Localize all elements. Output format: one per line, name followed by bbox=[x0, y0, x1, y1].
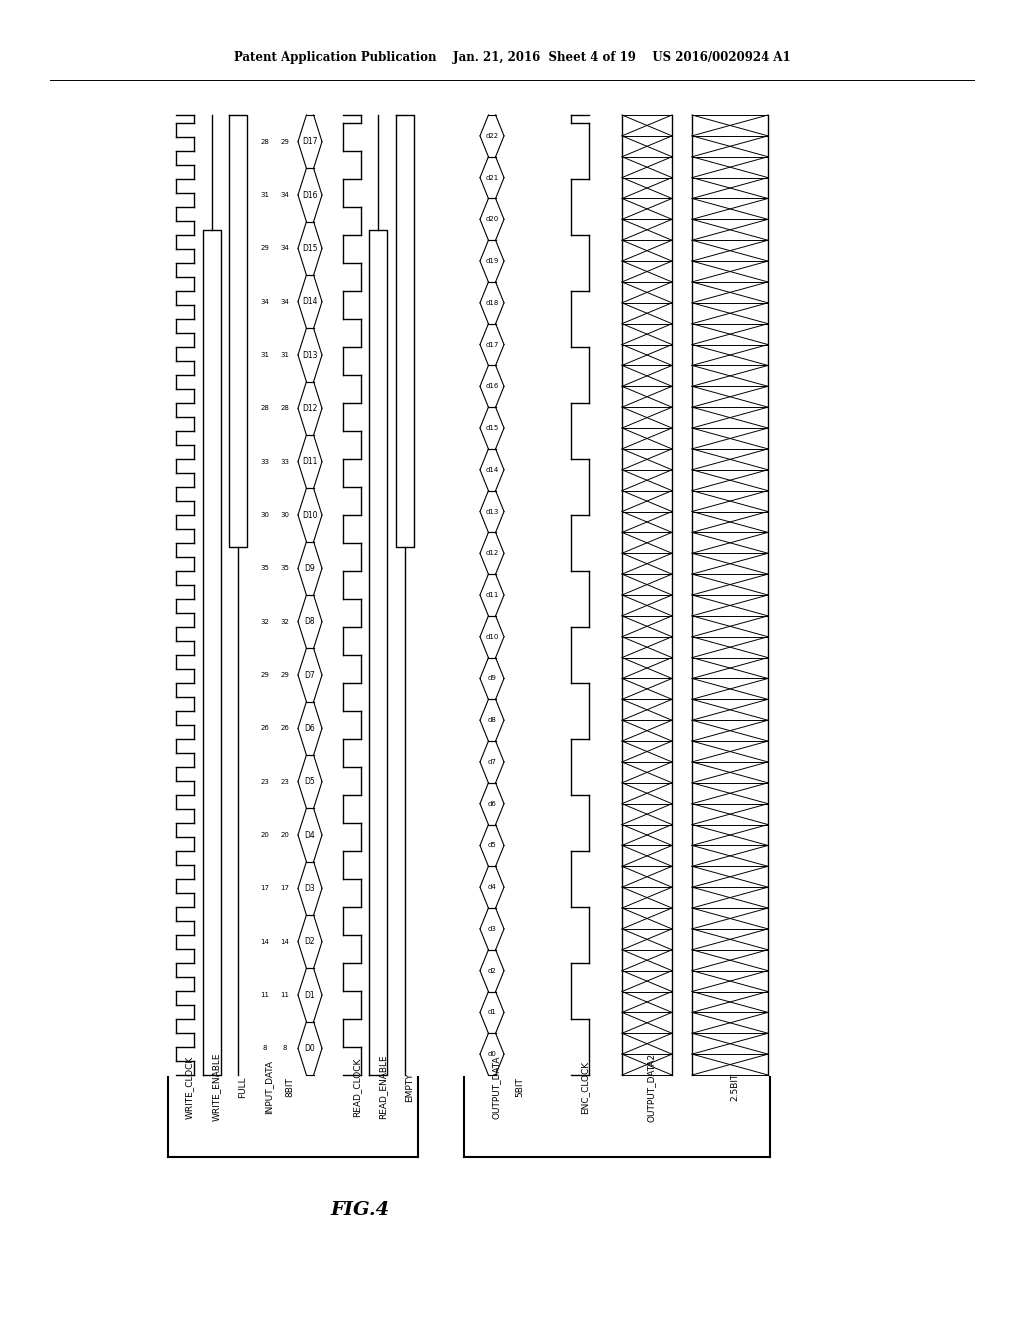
Text: 2.5BIT: 2.5BIT bbox=[730, 1073, 739, 1101]
Text: 11: 11 bbox=[281, 993, 290, 998]
Text: READ_CLOCK: READ_CLOCK bbox=[352, 1057, 361, 1117]
Text: INPUT_DATA: INPUT_DATA bbox=[264, 1060, 273, 1114]
Text: D13: D13 bbox=[302, 351, 317, 359]
Text: d19: d19 bbox=[485, 259, 499, 264]
Text: READ_ENABLE: READ_ENABLE bbox=[378, 1055, 387, 1119]
Text: d15: d15 bbox=[485, 425, 499, 432]
Text: d5: d5 bbox=[487, 842, 497, 849]
Text: 14: 14 bbox=[260, 939, 269, 945]
Text: D10: D10 bbox=[302, 511, 317, 520]
Text: d21: d21 bbox=[485, 174, 499, 181]
Text: 32: 32 bbox=[260, 619, 269, 624]
Text: D14: D14 bbox=[302, 297, 317, 306]
Text: d20: d20 bbox=[485, 216, 499, 222]
Text: d10: d10 bbox=[485, 634, 499, 640]
Text: 8: 8 bbox=[263, 1045, 267, 1051]
Text: 33: 33 bbox=[260, 458, 269, 465]
Text: FULL: FULL bbox=[238, 1076, 247, 1098]
Text: d14: d14 bbox=[485, 467, 499, 473]
Text: D15: D15 bbox=[302, 244, 317, 253]
Text: d2: d2 bbox=[487, 968, 497, 974]
Text: D12: D12 bbox=[302, 404, 317, 413]
Text: 8BIT: 8BIT bbox=[285, 1077, 294, 1097]
Text: 20: 20 bbox=[281, 832, 290, 838]
Text: D1: D1 bbox=[305, 990, 315, 999]
Text: D2: D2 bbox=[305, 937, 315, 946]
Text: 8: 8 bbox=[283, 1045, 288, 1051]
Text: 31: 31 bbox=[281, 352, 290, 358]
Text: d7: d7 bbox=[487, 759, 497, 766]
Text: 26: 26 bbox=[281, 725, 290, 731]
Text: D4: D4 bbox=[304, 830, 315, 840]
Text: 32: 32 bbox=[281, 619, 290, 624]
Text: 35: 35 bbox=[260, 565, 269, 572]
Text: d0: d0 bbox=[487, 1051, 497, 1057]
Text: d11: d11 bbox=[485, 591, 499, 598]
Text: 31: 31 bbox=[260, 352, 269, 358]
Text: d1: d1 bbox=[487, 1010, 497, 1015]
Text: 11: 11 bbox=[260, 993, 269, 998]
Text: 35: 35 bbox=[281, 565, 290, 572]
Text: D9: D9 bbox=[304, 564, 315, 573]
Text: D6: D6 bbox=[304, 723, 315, 733]
Text: 34: 34 bbox=[281, 191, 290, 198]
Text: D16: D16 bbox=[302, 190, 317, 199]
Text: 30: 30 bbox=[281, 512, 290, 517]
Text: 20: 20 bbox=[260, 832, 269, 838]
Text: OUTPUT_DATA2: OUTPUT_DATA2 bbox=[647, 1052, 656, 1122]
Text: ENC_CLOCK: ENC_CLOCK bbox=[580, 1060, 589, 1114]
Text: d6: d6 bbox=[487, 801, 497, 807]
Text: 28: 28 bbox=[260, 405, 269, 412]
Text: 29: 29 bbox=[281, 139, 290, 145]
Text: 34: 34 bbox=[281, 246, 290, 251]
Text: 17: 17 bbox=[260, 886, 269, 891]
Text: d3: d3 bbox=[487, 925, 497, 932]
Text: 23: 23 bbox=[260, 779, 269, 784]
Text: d8: d8 bbox=[487, 717, 497, 723]
Text: FIG.4: FIG.4 bbox=[331, 1201, 389, 1218]
Text: 23: 23 bbox=[281, 779, 290, 784]
Text: 26: 26 bbox=[260, 725, 269, 731]
Text: D0: D0 bbox=[304, 1044, 315, 1053]
Text: D8: D8 bbox=[305, 618, 315, 626]
Text: d4: d4 bbox=[487, 884, 497, 890]
Text: d12: d12 bbox=[485, 550, 499, 556]
Text: EMPTY: EMPTY bbox=[406, 1072, 414, 1102]
Text: 29: 29 bbox=[260, 246, 269, 251]
Text: D3: D3 bbox=[304, 884, 315, 892]
Text: 17: 17 bbox=[281, 886, 290, 891]
Text: WRITE_CLOCK: WRITE_CLOCK bbox=[185, 1056, 194, 1118]
Text: D17: D17 bbox=[302, 137, 317, 147]
Text: d22: d22 bbox=[485, 133, 499, 139]
Text: OUTPUT_DATA: OUTPUT_DATA bbox=[492, 1055, 501, 1119]
Text: D7: D7 bbox=[304, 671, 315, 680]
Text: 30: 30 bbox=[260, 512, 269, 517]
Text: WRITE_ENABLE: WRITE_ENABLE bbox=[212, 1053, 221, 1121]
Text: d16: d16 bbox=[485, 383, 499, 389]
Text: d9: d9 bbox=[487, 676, 497, 681]
Text: 29: 29 bbox=[281, 672, 290, 678]
Text: 34: 34 bbox=[281, 298, 290, 305]
Text: 33: 33 bbox=[281, 458, 290, 465]
Text: 29: 29 bbox=[260, 672, 269, 678]
Text: 28: 28 bbox=[281, 405, 290, 412]
Text: 31: 31 bbox=[260, 191, 269, 198]
Text: 34: 34 bbox=[260, 298, 269, 305]
Text: 28: 28 bbox=[260, 139, 269, 145]
Text: Patent Application Publication    Jan. 21, 2016  Sheet 4 of 19    US 2016/002092: Patent Application Publication Jan. 21, … bbox=[233, 51, 791, 65]
Text: d17: d17 bbox=[485, 342, 499, 347]
Text: D11: D11 bbox=[302, 457, 317, 466]
Text: d18: d18 bbox=[485, 300, 499, 306]
Text: 5BIT: 5BIT bbox=[515, 1077, 524, 1097]
Text: 14: 14 bbox=[281, 939, 290, 945]
Text: d13: d13 bbox=[485, 508, 499, 515]
Text: D5: D5 bbox=[304, 777, 315, 787]
